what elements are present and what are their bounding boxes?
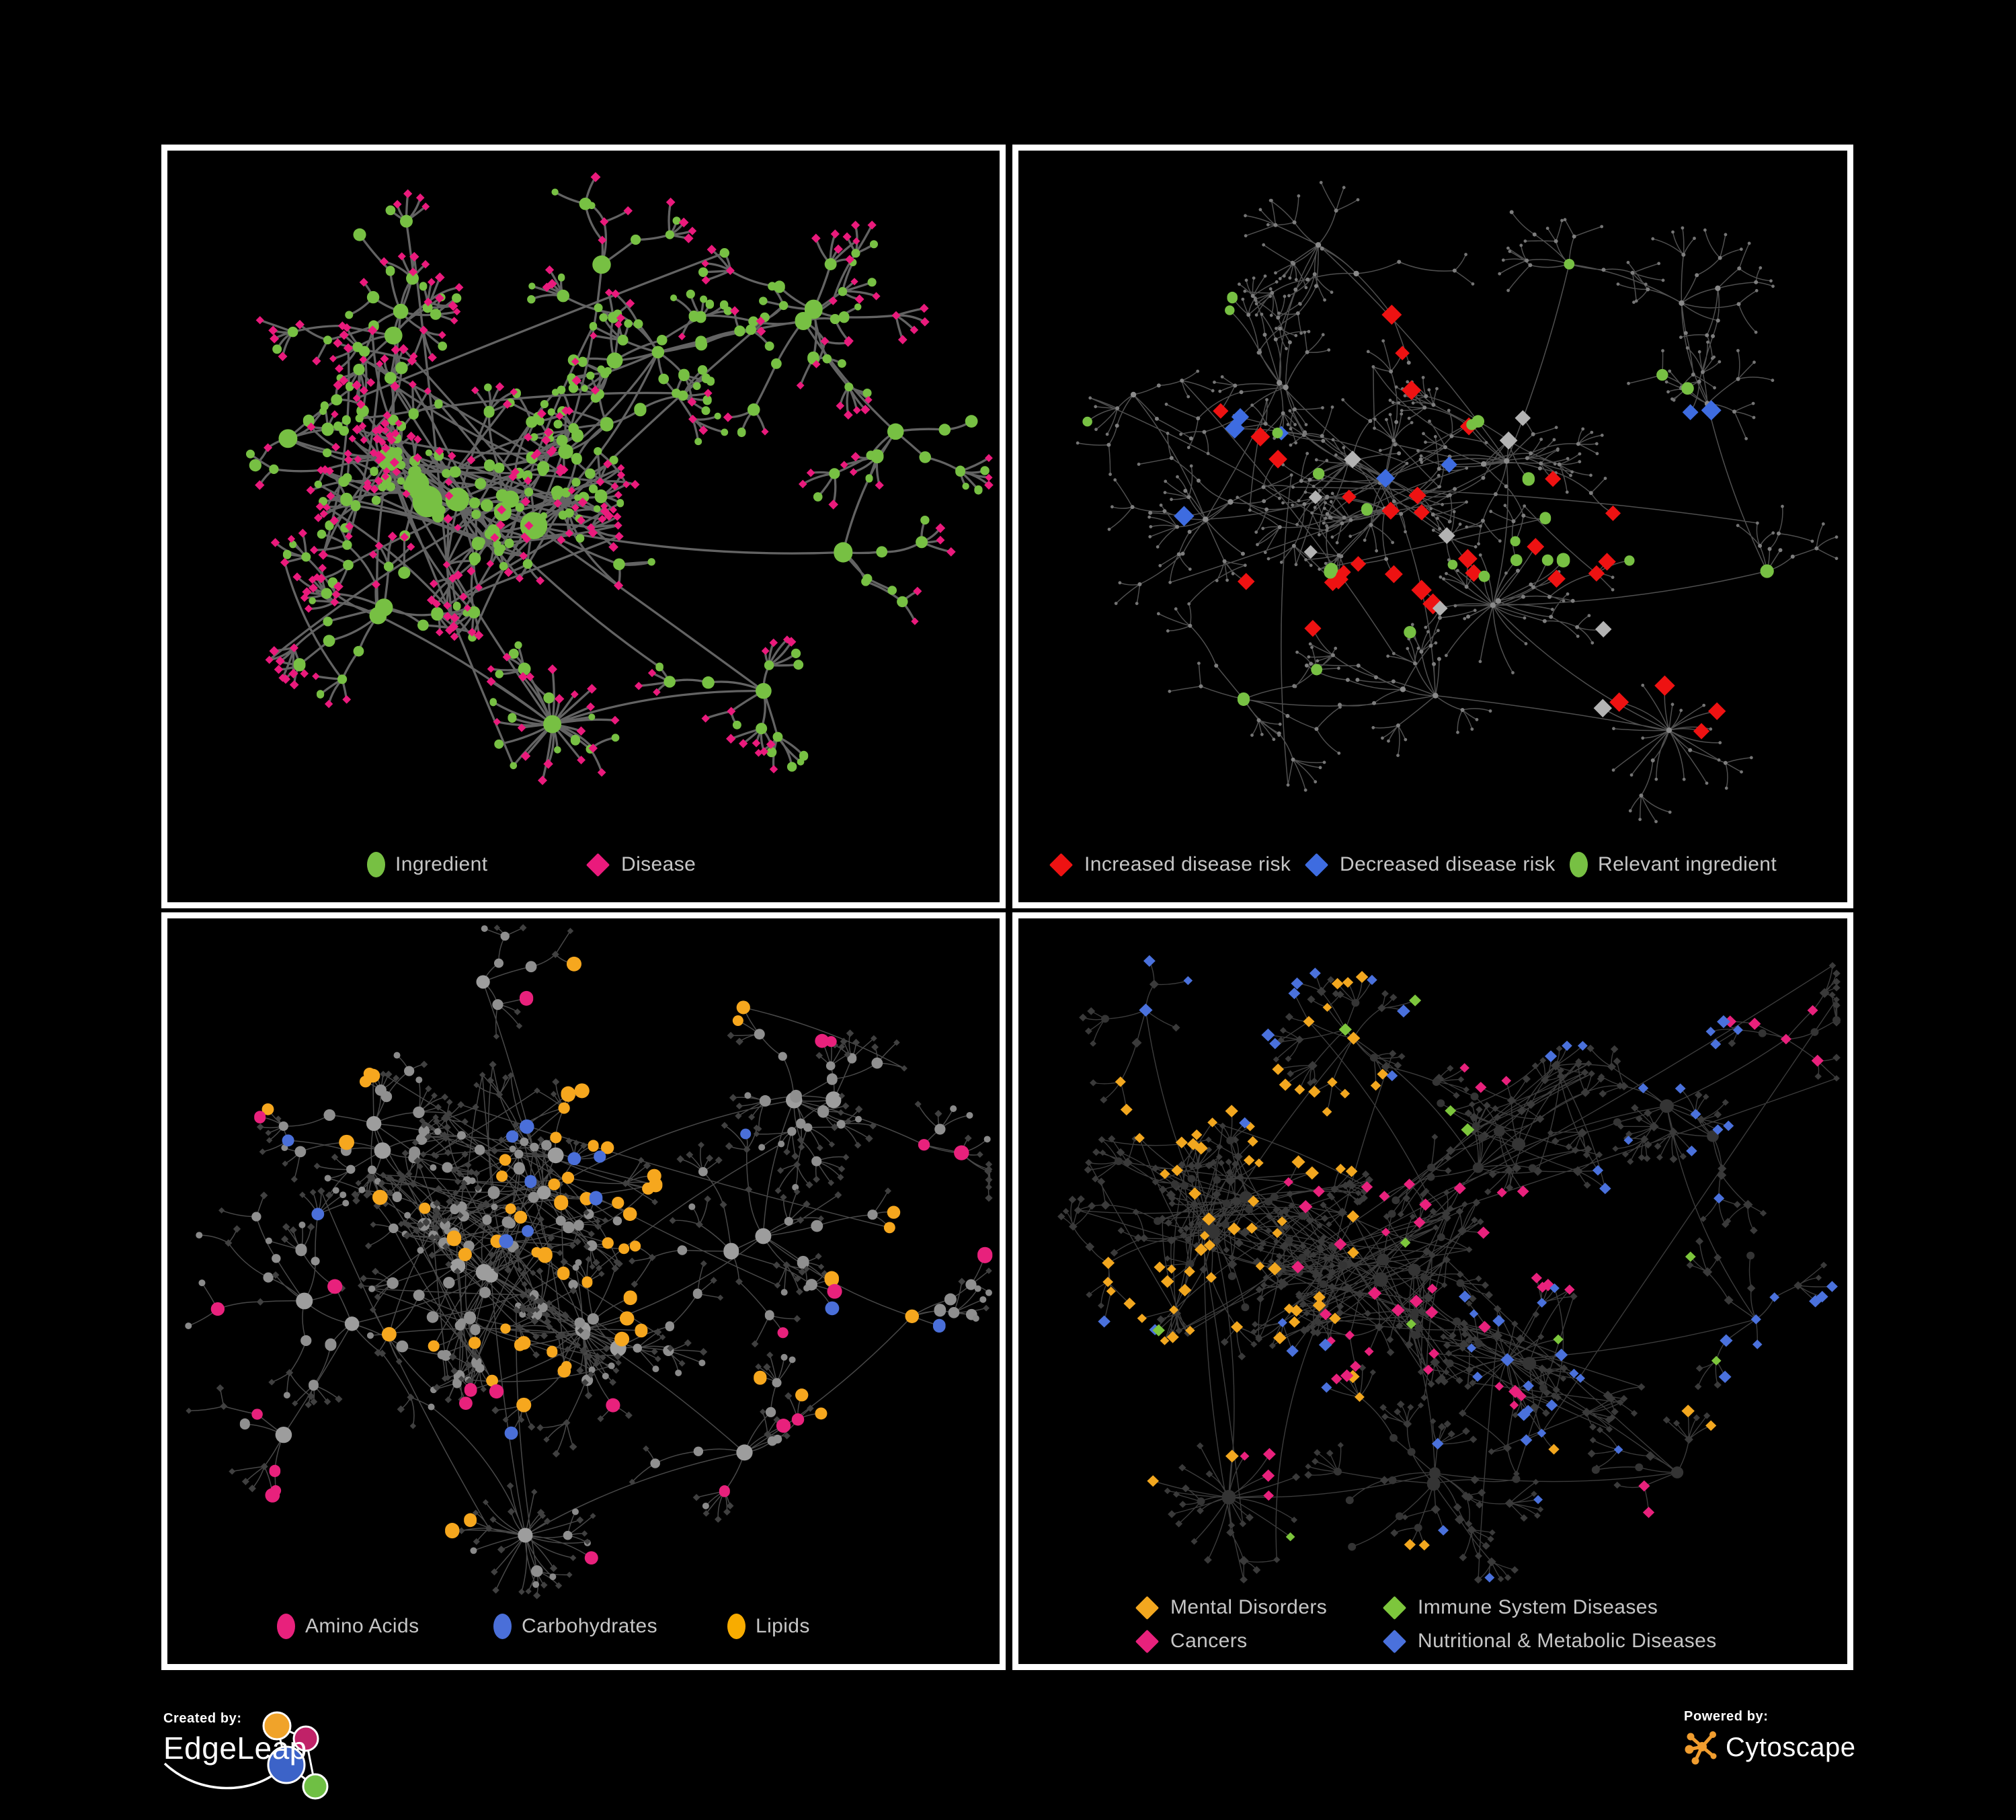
legend-label: Relevant ingredient <box>1598 853 1777 875</box>
powered-by-block: Powered by: Cytosc <box>1684 1709 1899 1796</box>
legend-item-ingredient: Ingredient <box>367 850 487 879</box>
powered-by-label: Powered by: <box>1684 1709 1769 1724</box>
legend-item-relevant-ingredient: Relevant ingredient <box>1570 850 1777 879</box>
legend-disease-class: Mental Disorders Immune System Diseases … <box>1018 1589 1847 1664</box>
legend-label: Increased disease risk <box>1084 853 1291 875</box>
legend-item-mental-disorders: Mental Disorders <box>1134 1593 1327 1622</box>
legend-item-nutritional-metabolic-diseases: Nutritional & Metabolic Diseases <box>1381 1626 1717 1656</box>
panel-nutrient-class-network: Amino Acids Carbohydrates Lipids <box>161 912 1006 1670</box>
carbohydrates-marker-icon <box>493 1614 512 1639</box>
legend-label: Ingredient <box>395 853 488 875</box>
cytoscape-brand-row: Cytoscape <box>1684 1729 1899 1766</box>
legend-label: Lipids <box>756 1615 810 1637</box>
created-by-block: Created by: EdgeLeap <box>163 1711 513 1820</box>
legend-label: Cancers <box>1170 1630 1248 1652</box>
mental-disorders-marker-icon <box>1135 1595 1160 1620</box>
network-graph-disease-class <box>1057 955 1841 1584</box>
edgeleap-logo-icon <box>163 1711 329 1800</box>
panel-disease-risk-network: Increased disease risk Decreased disease… <box>1012 145 1853 908</box>
legend-label: Carbohydrates <box>522 1615 657 1637</box>
ingredient-marker-icon <box>367 852 385 877</box>
disease-marker-icon <box>586 853 610 877</box>
relevant-ingredient-marker-icon <box>1570 852 1588 877</box>
legend-item-cancers: Cancers <box>1134 1626 1248 1656</box>
amino-acids-marker-icon <box>277 1614 295 1639</box>
cytoscape-wordmark: Cytoscape <box>1726 1732 1856 1762</box>
edgeleap-wordmark: EdgeLeap <box>163 1731 307 1766</box>
legend-label: Amino Acids <box>305 1615 419 1637</box>
legend-label: Decreased disease risk <box>1340 853 1556 875</box>
legend-item-lipids: Lipids <box>727 1612 810 1641</box>
legend-item-decreased-risk: Decreased disease risk <box>1303 850 1556 879</box>
legend-label: Immune System Diseases <box>1418 1596 1658 1618</box>
lipids-marker-icon <box>727 1614 745 1639</box>
legend-label: Nutritional & Metabolic Diseases <box>1418 1630 1717 1652</box>
legend-ingredient-disease: Ingredient Disease <box>167 843 1000 902</box>
legend-nutrient-class: Amino Acids Carbohydrates Lipids <box>167 1605 1000 1664</box>
immune-system-diseases-marker-icon <box>1382 1595 1407 1620</box>
legend-disease-risk: Increased disease risk Decreased disease… <box>1018 843 1847 902</box>
panel-disease-class-network: Mental Disorders Immune System Diseases … <box>1012 912 1853 1670</box>
increased-risk-marker-icon <box>1049 853 1074 877</box>
panel-ingredient-disease-network: Ingredient Disease <box>161 145 1006 908</box>
legend-item-increased-risk: Increased disease risk <box>1048 850 1291 879</box>
decreased-risk-marker-icon <box>1304 853 1329 877</box>
nutritional-metabolic-diseases-marker-icon <box>1382 1629 1407 1653</box>
created-by-label: Created by: <box>163 1711 242 1726</box>
cancers-marker-icon <box>1135 1629 1160 1653</box>
network-graph-disease-risk <box>1076 181 1839 824</box>
legend-label: Mental Disorders <box>1170 1596 1328 1618</box>
legend-item-immune-system-diseases: Immune System Diseases <box>1381 1593 1658 1622</box>
network-graph-nutrient-class <box>185 924 993 1599</box>
legend-label: Disease <box>621 853 696 875</box>
network-graph-ingredient-disease <box>245 172 994 785</box>
legend-item-carbohydrates: Carbohydrates <box>493 1612 657 1641</box>
legend-item-disease: Disease <box>585 850 696 879</box>
legend-item-amino-acids: Amino Acids <box>277 1612 419 1641</box>
cytoscape-logo-icon <box>1685 1731 1717 1765</box>
